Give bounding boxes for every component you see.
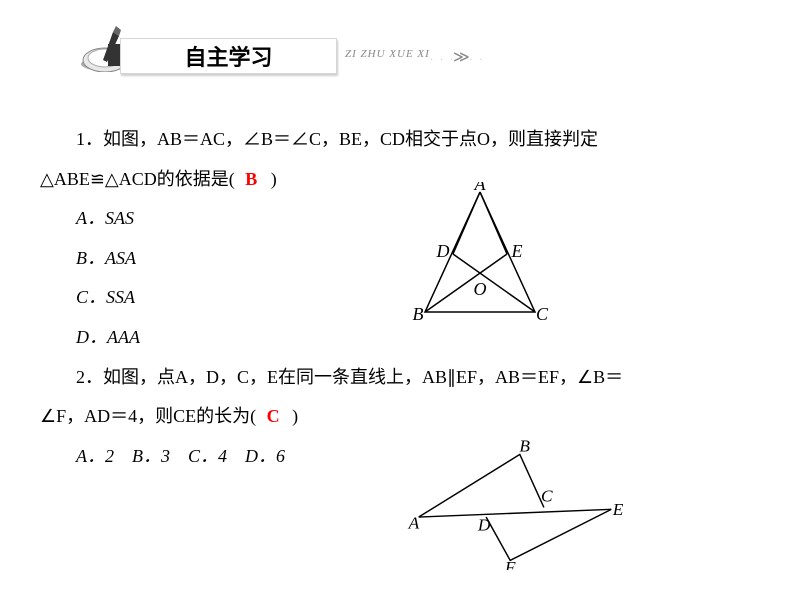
q1-figure: A B C D E O bbox=[400, 182, 560, 332]
q2-options-text: A．2 B．3 C．4 D．6 bbox=[76, 446, 285, 466]
section-title-text: 自主学习 bbox=[184, 40, 272, 72]
q2-answer: C bbox=[267, 406, 280, 426]
q1-line1: 1．如图，AB＝AC，∠B＝∠C，BE，CD相交于点O，则直接判定 bbox=[40, 120, 754, 160]
q1-option-a: A．SAS bbox=[40, 199, 754, 239]
q2-options: A．2 B．3 C．4 D．6 bbox=[40, 437, 754, 477]
fig1-label-o: O bbox=[474, 279, 487, 299]
q1-option-b: B．ASA bbox=[40, 239, 754, 279]
arrow-icon: ≫ bbox=[453, 47, 470, 67]
fig1-label-d: D bbox=[436, 241, 450, 261]
q1-answer: B bbox=[245, 169, 257, 189]
fig1-label-b: B bbox=[413, 304, 424, 324]
q1-line2: △ABE≌△ACD的依据是( ) B bbox=[40, 160, 754, 200]
q2-line2: ∠F，AD＝4，则CE的长为( ) C bbox=[40, 397, 754, 437]
fig1-label-c: C bbox=[536, 304, 549, 324]
fig2-label-f: F bbox=[504, 558, 516, 570]
fig2-label-e: E bbox=[612, 500, 624, 519]
section-subtitle: ZI ZHU XUE XI bbox=[345, 48, 430, 60]
content-area: 1．如图，AB＝AC，∠B＝∠C，BE，CD相交于点O，则直接判定 △ABE≌△… bbox=[0, 90, 794, 476]
fig2-label-c: C bbox=[541, 487, 553, 506]
header-banner: 自主学习 ZI ZHU XUE XI · · · · · · ≫ bbox=[0, 0, 794, 90]
fig1-label-e: E bbox=[511, 241, 523, 261]
fig1-label-a: A bbox=[474, 182, 487, 194]
q1-option-c: C．SSA bbox=[40, 278, 754, 318]
fig2-label-d: D bbox=[477, 516, 491, 535]
q1-line2-text: △ABE≌△ACD的依据是( ) bbox=[40, 169, 277, 189]
section-title: 自主学习 bbox=[120, 38, 337, 74]
fig2-label-b: B bbox=[519, 440, 530, 456]
q2-figure: A B C D E F bbox=[400, 440, 630, 570]
fig2-label-a: A bbox=[408, 514, 420, 533]
title-block-accent bbox=[108, 44, 120, 66]
q2-line1: 2．如图，点A，D，C，E在同一条直线上，AB∥EF，AB＝EF，∠B＝ bbox=[40, 358, 754, 398]
q1-option-d: D．AAA bbox=[40, 318, 754, 358]
q2-line2-text: ∠F，AD＝4，则CE的长为( ) bbox=[40, 406, 298, 426]
